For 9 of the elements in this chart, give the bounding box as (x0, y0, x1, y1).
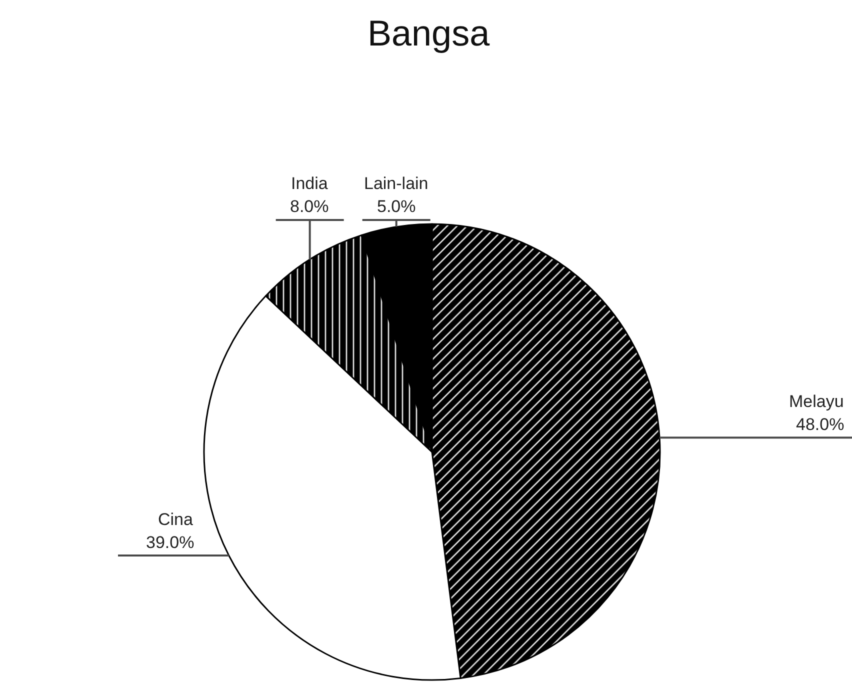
slice-label: Cina (158, 510, 194, 529)
slice-label: India (291, 174, 328, 193)
data-label: 5.0% (377, 197, 416, 216)
data-label: 48.0% (796, 415, 844, 434)
slice-label: Melayu (789, 392, 844, 411)
slice-label: Lain-lain (364, 174, 428, 193)
chart-title: Bangsa (368, 12, 491, 54)
data-label: 8.0% (290, 197, 329, 216)
data-label: 39.0% (146, 533, 194, 552)
